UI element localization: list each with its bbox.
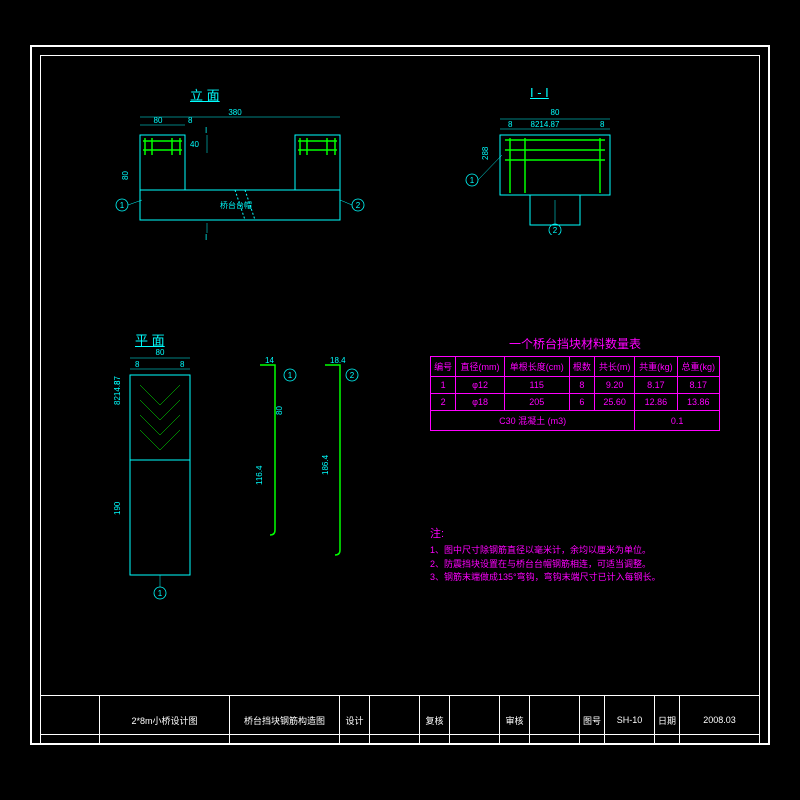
- svg-text:8214.87: 8214.87: [531, 120, 560, 129]
- material-table: 一个桥台挡块材料数量表 编号 直径(mm) 单根长度(cm) 根数 共长(m) …: [430, 335, 720, 431]
- tb-design-val: [370, 695, 420, 745]
- tb-date: 2008.03: [680, 695, 760, 745]
- tb-check-val: [450, 695, 500, 745]
- svg-text:8: 8: [113, 380, 122, 385]
- material-table-grid: 编号 直径(mm) 单根长度(cm) 根数 共长(m) 共重(kg) 总重(kg…: [430, 356, 720, 431]
- svg-text:14: 14: [265, 356, 274, 365]
- elevation-view: 380 80 8 40 桥台台帽: [110, 105, 370, 245]
- svg-text:2: 2: [356, 201, 361, 210]
- svg-text:8: 8: [180, 360, 185, 369]
- svg-text:186.4: 186.4: [321, 454, 330, 475]
- tb-dwg-lbl: 图号: [580, 695, 605, 745]
- svg-text:80: 80: [121, 171, 130, 180]
- tb-project: 2*8m小桥设计图: [100, 695, 230, 745]
- svg-text:80: 80: [275, 406, 284, 415]
- svg-text:桥台台帽: 桥台台帽: [220, 200, 252, 210]
- tb-design-lbl: 设计: [340, 695, 370, 745]
- svg-text:116.4: 116.4: [255, 465, 264, 485]
- svg-text:2: 2: [350, 371, 355, 380]
- svg-text:18.4: 18.4: [330, 356, 346, 365]
- svg-text:1: 1: [288, 371, 293, 380]
- tb-blank: [40, 695, 100, 745]
- tb-dwg-no: SH-10: [605, 695, 655, 745]
- svg-text:380: 380: [228, 108, 242, 117]
- elevation-title: 立 面: [190, 85, 220, 104]
- svg-text:1: 1: [120, 201, 125, 210]
- svg-text:I: I: [205, 126, 207, 135]
- tb-date-lbl: 日期: [655, 695, 680, 745]
- svg-text:190: 190: [113, 501, 122, 515]
- tb-sheet: 桥台挡块钢筋构造图: [230, 695, 340, 745]
- svg-text:40: 40: [190, 140, 199, 149]
- svg-text:80: 80: [551, 108, 560, 117]
- svg-text:80: 80: [156, 348, 165, 357]
- tb-approve-val: [530, 695, 580, 745]
- svg-text:1: 1: [470, 176, 475, 185]
- section-view: 80 8 8214.87 8 288 1 2: [460, 105, 680, 235]
- svg-text:8: 8: [508, 120, 513, 129]
- plan-view: 80 8 8 8214.87 8 190 1: [110, 345, 210, 605]
- rebar-shapes: 14 80 116.4 1 18.4 186.4 2: [240, 355, 360, 585]
- note-line: 2、防震挡块设置在与桥台台帽钢筋相连，可适当调整。: [430, 558, 730, 572]
- svg-text:I: I: [205, 233, 207, 242]
- svg-text:1: 1: [158, 589, 163, 598]
- notes-title: 注:: [430, 525, 730, 541]
- svg-text:8: 8: [188, 116, 193, 125]
- material-table-title: 一个桥台挡块材料数量表: [430, 335, 720, 352]
- tb-approve-lbl: 审核: [500, 695, 530, 745]
- tb-check-lbl: 复核: [420, 695, 450, 745]
- svg-text:80: 80: [154, 116, 163, 125]
- svg-text:8: 8: [135, 360, 140, 369]
- titleblock: 2*8m小桥设计图 桥台挡块钢筋构造图 设计 复核 审核 图号 SH-10 日期…: [40, 695, 760, 745]
- note-line: 3、钢筋末端做成135°弯钩，弯钩末端尺寸已计入每钢长。: [430, 571, 730, 585]
- svg-text:8214.87: 8214.87: [113, 376, 122, 405]
- section-title: I - I: [530, 85, 549, 100]
- svg-text:2: 2: [553, 226, 558, 235]
- notes: 注: 1、图中尺寸除钢筋直径以毫米计，余均以厘米为单位。 2、防震挡块设置在与桥…: [430, 525, 730, 585]
- note-line: 1、图中尺寸除钢筋直径以毫米计，余均以厘米为单位。: [430, 544, 730, 558]
- svg-text:288: 288: [481, 146, 490, 160]
- drawing-area: 立 面 380 80 8 40 桥台台帽: [40, 55, 760, 685]
- svg-text:8: 8: [600, 120, 605, 129]
